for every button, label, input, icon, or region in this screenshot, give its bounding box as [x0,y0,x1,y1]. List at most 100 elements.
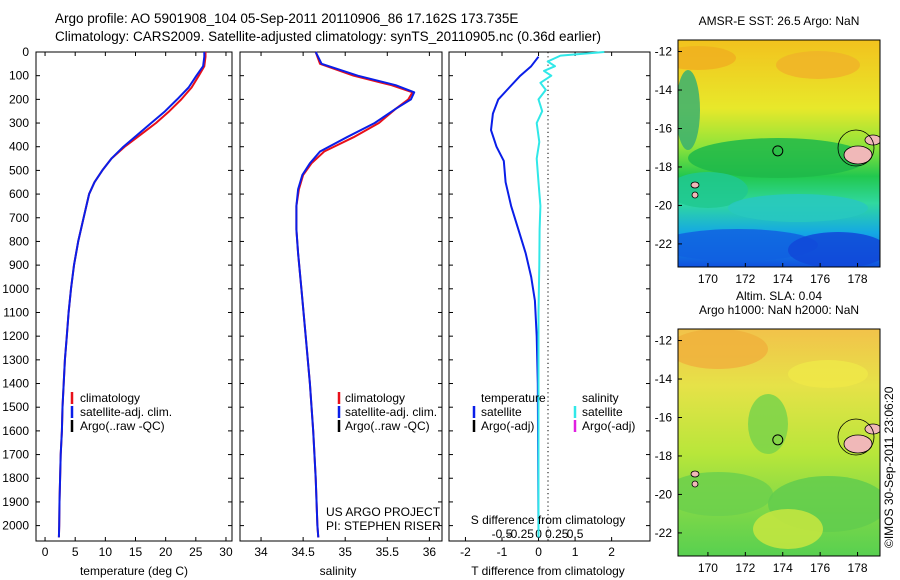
depth-tick-label: 1400 [2,377,29,391]
salinity-series-line [295,51,416,538]
legend-temperature-heading: temperature [481,391,546,405]
depth-tick-label: 1800 [2,471,29,485]
sst-map-ticks: 170 172 174 176 178 -12 -14 -16 -18 -20 -22 [655,45,868,286]
island-shape [864,423,880,435]
map-field-patch [678,46,736,70]
legend-satellite-label: satellite-adj. clim. [80,405,172,419]
legend-temperature-satellite-label: satellite [481,405,522,419]
depth-tick-label: 1700 [2,448,29,462]
sla-map-frame [677,328,881,557]
depth-tick-label: 2000 [2,519,29,533]
map-lat-tick-label: -16 [655,121,673,135]
depth-tick-label: 700 [9,211,29,225]
salinity-x-tick-label: 35.5 [376,545,400,559]
depth-tick-label: 1600 [2,424,29,438]
difference-xlabel: T difference from climatology [471,564,625,578]
map-lon-tick-label: 170 [698,561,718,575]
map-field-patch [678,472,773,516]
sst-map-title: AMSR-E SST: 26.5 Argo: NaN [699,14,860,28]
map-field-patch [753,509,823,549]
difference-top-tick-label: -0.25 [507,527,535,541]
difference-lines [490,51,605,538]
map-lon-tick-label: 176 [810,561,830,575]
island-shape [690,181,700,189]
sla-map-ticks: 170 172 174 176 178 -12 -14 -16 -18 -20 -22 [655,334,868,575]
map-lat-tick-label: -18 [655,449,673,463]
depth-tick-label: 200 [9,92,29,106]
map-lat-tick-label: -18 [655,160,673,174]
map-lat-tick-label: -14 [655,83,673,97]
legend-salinity-heading: salinity [582,391,619,405]
argo-float-marker [772,145,784,157]
map-lon-tick-label: 178 [848,272,868,286]
depth-tick-label: 1500 [2,400,29,414]
depth-tick-label: 1300 [2,353,29,367]
map-field-patch [678,172,748,208]
map-lon-tick-label: 174 [773,561,793,575]
salinity-series-line [295,51,414,538]
legend-satellite-label: satellite-adj. clim. [345,405,437,419]
legend-climatology-label: climatology [345,391,405,405]
depth-tick-label: 300 [9,116,29,130]
difference-top-tick-label: 0.25 [545,527,569,541]
map-lat-tick-label: -12 [655,334,673,348]
salinity-x-tick-label: 34.5 [291,545,315,559]
salinity-xlabel: salinity [320,564,357,578]
difference-legend: temperature satellite Argo(-adj) salinit… [472,391,635,433]
depth-tick-label: 600 [9,187,29,201]
difference-top-tick-label: -0.5 [492,527,513,541]
island-shape [691,191,699,199]
map-lon-tick-label: 170 [698,272,718,286]
temperature-lines [57,52,207,538]
depth-tick-label: 1200 [2,329,29,343]
temperature-legend: climatology satellite-adj. clim. Argo(..… [70,391,172,433]
sst-map-field [678,40,880,267]
temperature-x-tick-label: 25 [189,545,203,559]
salinity-x-ticks: 34 34.5 35 35.5 36 [254,52,436,559]
map-lat-tick-label: -16 [655,410,673,424]
project-note: US ARGO PROJECT [326,505,441,519]
temperature-xlabel: temperature (deg C) [80,564,188,578]
depth-tick-label: 0 [22,45,29,59]
temperature-depth-ticks: 0 100 200 300 400 500 600 700 800 900 1000 1100 1200… [2,45,650,533]
difference-top-tick-label: 0.5 [567,527,584,541]
map-lon-tick-label: 172 [735,561,755,575]
salinity-x-tick-label: 34 [254,545,268,559]
legend-argo-label: Argo(..raw -QC) [345,419,430,433]
depth-tick-label: 1100 [3,305,29,319]
temperature-x-ticks: 0 5 10 15 20 25 30 [42,52,233,559]
map-field-patch [788,232,880,267]
temperature-series-line [57,52,207,538]
sla-map-subtitle: Argo h1000: NaN h2000: NaN [699,303,859,317]
difference-x-tick-label: -2 [460,545,471,559]
island-shape [690,470,700,478]
salinity-legend: climatology satellite-adj. clim. Argo(..… [337,391,437,433]
depth-tick-label: 100 [9,69,29,83]
map-field-patch [776,51,860,79]
sst-patches [678,46,880,267]
map-lon-tick-label: 176 [810,272,830,286]
salinity-panel: 34 34.5 35 35.5 36 salinity climatology sate… [239,51,443,578]
depth-tick-label: 500 [9,163,29,177]
legend-salinity-satellite-label: satellite [582,405,623,419]
map-field-patch [748,394,788,454]
difference-x-tick-label: 2 [608,545,615,559]
salinity-x-tick-label: 35 [339,545,353,559]
island-shape [843,434,873,454]
map-field-patch [728,194,868,222]
temperature-x-tick-label: 30 [219,545,233,559]
map-lat-tick-label: -12 [655,45,673,59]
difference-panel: -2 -1 0 1 2-0.5-0.25 0 0.250.5 S difference fr… [448,51,651,578]
temperature-series-line [57,52,206,538]
map-field-patch [688,138,868,178]
difference-x-tick-label: 1 [572,545,579,559]
temperature-x-tick-label: 5 [72,545,79,559]
difference-x-tick-label: 0 [535,545,542,559]
difference-plot-frame [448,51,651,542]
temperature-x-tick-label: 15 [129,545,143,559]
island-shape [691,480,699,488]
map-lat-tick-label: -20 [655,198,673,212]
depth-tick-label: 900 [9,258,29,272]
map-field-patch [678,70,700,150]
sla-patches [678,329,880,549]
